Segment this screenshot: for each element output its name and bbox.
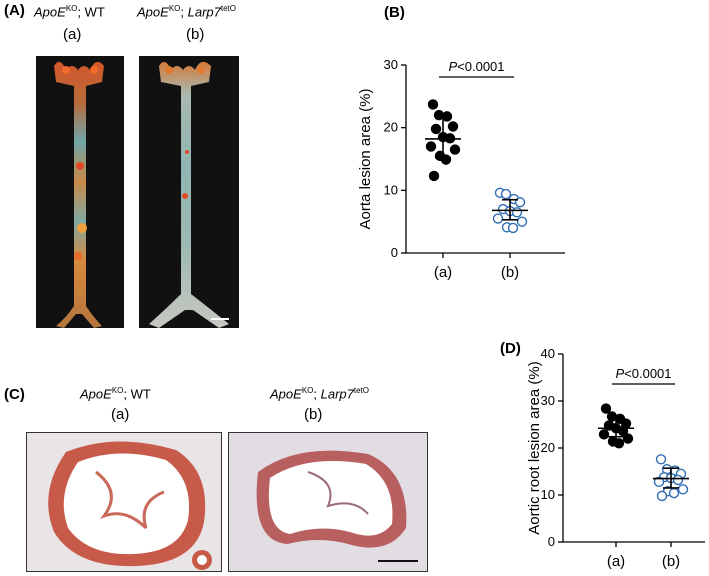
- data-point: [507, 222, 519, 234]
- data-point: [427, 99, 439, 110]
- data-point: [500, 188, 512, 200]
- gene-name: ApoE: [34, 4, 66, 20]
- y-axis-label: Aortic root lesion area (%): [526, 361, 543, 534]
- genotype-suffix: ; WT: [77, 4, 105, 20]
- panel-a-left-label: (a): [63, 26, 82, 43]
- gene2-name: Larp7: [187, 4, 221, 20]
- data-point: [492, 213, 504, 224]
- gene-sup: KO: [65, 4, 78, 13]
- x-tick-label: (b): [501, 264, 519, 281]
- panel-c-right-genotype: ApoEKO; Larp7tetO: [270, 386, 369, 401]
- histology-image-a: [26, 432, 222, 572]
- significance-label: P<0.0001: [615, 366, 671, 381]
- y-tick-label: 10: [384, 182, 398, 197]
- x-tick-label: (b): [662, 553, 680, 570]
- data-point: [655, 454, 667, 465]
- y-tick-label: 20: [541, 440, 555, 455]
- panel-b-letter: (B): [384, 4, 405, 21]
- data-point: [428, 170, 440, 182]
- aorta-image-b: [139, 56, 239, 328]
- data-point: [516, 216, 528, 227]
- panel-a-left-genotype: ApoEKO; WT: [34, 4, 105, 19]
- data-point: [430, 123, 442, 135]
- genotype-suffix: ; WT: [123, 386, 151, 402]
- data-point: [653, 476, 665, 488]
- data-point: [447, 121, 459, 132]
- data-point: [600, 403, 612, 414]
- gene-sup: KO: [168, 4, 181, 13]
- panel-c-left-label: (a): [111, 406, 130, 423]
- y-tick-label: 0: [548, 534, 555, 549]
- y-tick-label: 20: [384, 120, 398, 135]
- data-point: [656, 490, 668, 502]
- panel-c-right-label: (b): [304, 406, 323, 423]
- histology-image-b: [228, 432, 428, 572]
- x-tick-label: (a): [434, 264, 452, 281]
- gene-sup: KO: [301, 386, 314, 395]
- y-tick-label: 0: [391, 245, 398, 260]
- y-tick-label: 40: [541, 346, 555, 361]
- gene-sup: KO: [111, 386, 124, 395]
- y-axis-label: Aorta lesion area (%): [357, 89, 374, 230]
- panel-a-letter: (A): [4, 2, 25, 19]
- data-point: [677, 484, 689, 495]
- genotype-suffix: ;: [313, 386, 321, 402]
- data-point: [449, 144, 461, 155]
- gene-name: ApoE: [80, 386, 112, 402]
- panel-c-left-genotype: ApoEKO; WT: [80, 386, 151, 401]
- gene-name: ApoE: [270, 386, 302, 402]
- y-tick-label: 10: [541, 487, 555, 502]
- data-point: [613, 438, 625, 449]
- data-point: [668, 487, 680, 499]
- genotype-suffix: ;: [180, 4, 188, 20]
- data-point: [441, 111, 453, 122]
- gene2-sup: tetO: [220, 4, 236, 13]
- y-tick-label: 30: [541, 393, 555, 408]
- chart-b: 0 10 20 30 Aorta lesion area (%) (a) (b) P<0.00…: [357, 57, 565, 281]
- data-point: [622, 433, 634, 444]
- panel-a-right-genotype: ApoEKO; Larp7tetO: [137, 4, 236, 19]
- panel-d-letter: (D): [500, 340, 521, 357]
- data-point: [598, 429, 610, 440]
- gene2-sup: tetO: [353, 386, 369, 395]
- data-point: [511, 207, 523, 218]
- panel-a-right-label: (b): [186, 26, 205, 43]
- significance-label: P<0.0001: [448, 59, 504, 74]
- panel-c-letter: (C): [4, 386, 25, 403]
- aorta-image-a: [36, 56, 124, 328]
- y-tick-label: 30: [384, 57, 398, 72]
- gene-name: ApoE: [137, 4, 169, 20]
- data-point: [425, 141, 437, 152]
- gene2-name: Larp7: [320, 386, 354, 402]
- data-point: [672, 474, 684, 486]
- x-tick-label: (a): [607, 553, 625, 570]
